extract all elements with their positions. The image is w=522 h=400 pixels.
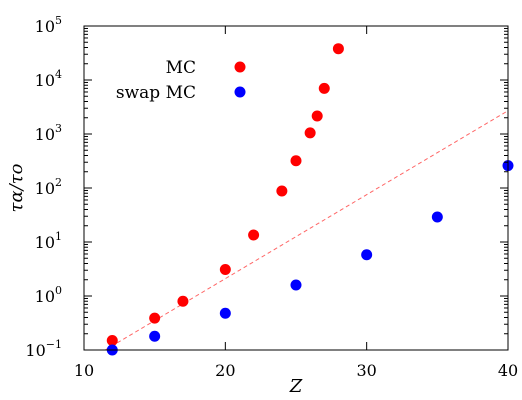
y-tick-label: 104 [35,68,62,90]
x-tick-label: 20 [215,361,235,380]
y-axis-title: τα/τo [6,163,27,212]
plot-frame [83,25,509,351]
y-tick-label: 101 [35,230,62,252]
y-tick-label: 102 [35,176,62,198]
data-point-mc [311,110,323,122]
y-tick-label: 100 [35,284,62,306]
data-point-mc [219,263,231,275]
data-point-swap-mc [290,279,302,291]
data-point-mc [290,155,302,167]
x-axis-title: Z [289,376,303,397]
data-point-mc [248,229,260,241]
data-point-mc [177,295,189,307]
data-point-mc [106,334,118,346]
data-point-mc [276,185,288,197]
data-point-mc [304,127,316,139]
legend-marker-mc [234,61,246,73]
data-point-swap-mc [219,307,231,319]
data-point-mc [318,82,330,94]
data-point-mc [149,312,161,324]
fit-line [104,110,509,351]
points-layer [106,43,514,356]
data-point-mc [332,43,344,55]
fit-line-layer [104,110,509,351]
legend: MC swap MC [116,58,246,103]
y-tick-label: 105 [35,14,62,36]
data-point-swap-mc [149,330,161,342]
x-tick-label: 40 [498,361,518,380]
legend-label-swap-mc: swap MC [116,83,196,103]
x-tick-label: 30 [356,361,376,380]
data-point-swap-mc [431,211,443,223]
legend-label-mc: MC [166,58,196,78]
y-tick-label: 10−1 [25,338,62,360]
data-point-swap-mc [361,249,373,261]
legend-marker-swap-mc [234,86,246,98]
y-tick-label: 103 [35,122,62,144]
ticks-layer: 10 20 30 40 10−1 100 101 102 103 104 105 [25,14,518,380]
x-tick-label: 10 [74,361,94,380]
